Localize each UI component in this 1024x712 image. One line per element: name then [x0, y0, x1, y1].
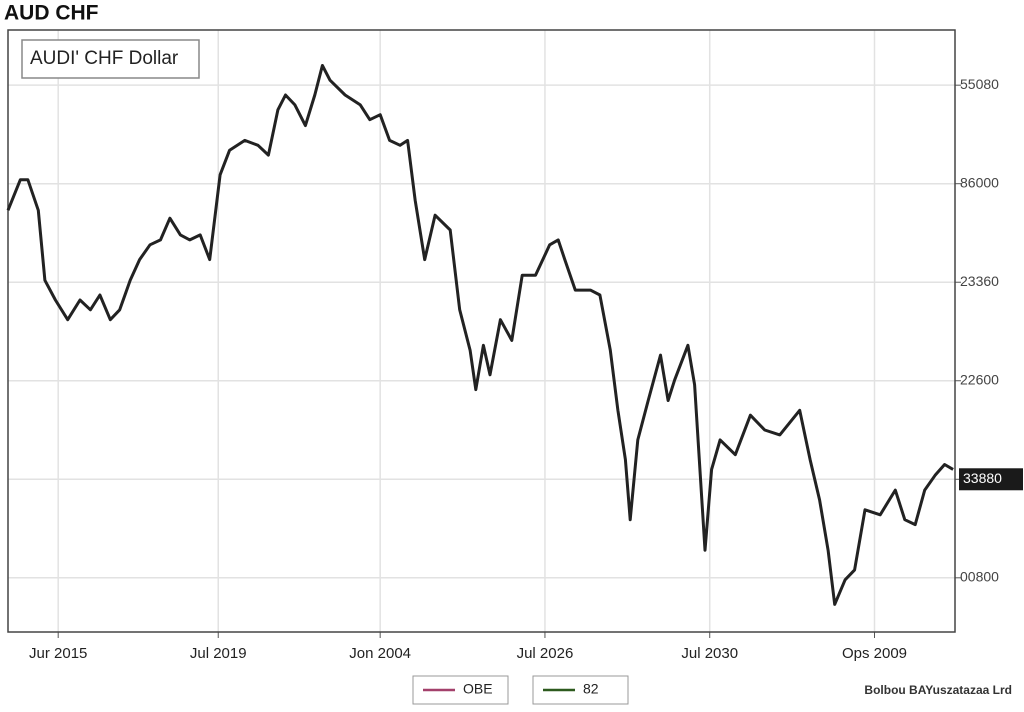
- legend-label: 82: [583, 681, 599, 697]
- y-tick-label: 86000: [960, 174, 999, 190]
- x-tick-label: Jon 2004: [349, 645, 411, 662]
- price-line: [6, 64, 954, 606]
- x-tick-label: Ops 2009: [842, 645, 907, 662]
- plot-frame: [7, 29, 956, 633]
- x-tick-label: Jul 2026: [517, 645, 574, 662]
- y-tick-label: 55080: [960, 76, 999, 92]
- source-note: Bolbou BAYuszatazaa Lrd: [864, 683, 1012, 697]
- x-tick-label: Jul 2030: [681, 645, 738, 662]
- last-value-tag: [959, 468, 1023, 491]
- y-tick-label: 00800: [960, 569, 999, 585]
- x-tick-label: Jul 2019: [190, 645, 247, 662]
- y-tick-label: 22600: [960, 371, 999, 387]
- x-tick-label: Jur 2015: [29, 645, 87, 662]
- y-tick-label: 23360: [960, 273, 999, 289]
- y-tick-label: 33880: [963, 470, 1002, 486]
- series-label-box: [21, 39, 200, 79]
- series-label: AUDI' CHF Dollar: [30, 48, 179, 69]
- legend-label: OBE: [463, 681, 493, 697]
- chart-title: AUD CHF: [4, 2, 99, 25]
